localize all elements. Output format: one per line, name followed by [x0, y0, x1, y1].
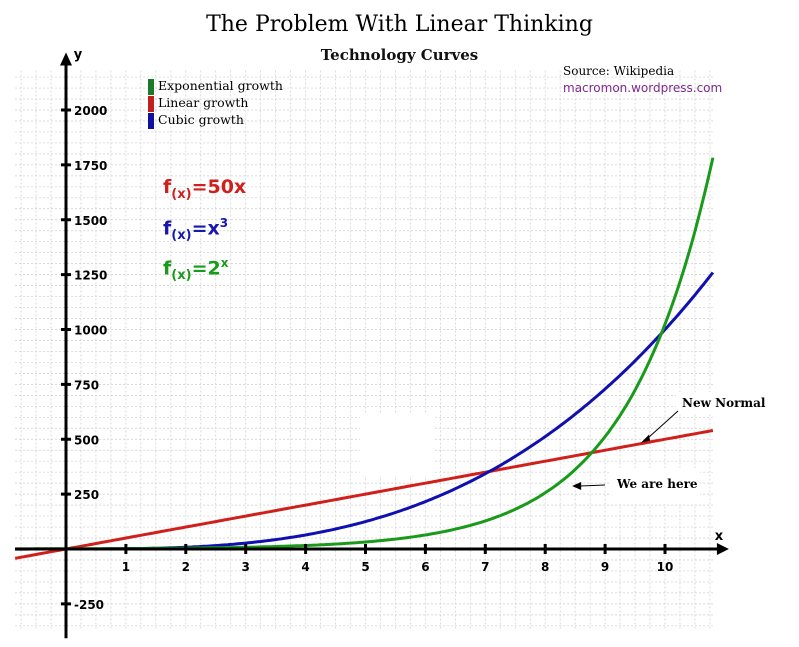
y-tick-label: 250 [74, 488, 99, 502]
annotation-arrowhead [572, 482, 582, 490]
formula-exponential: f(x)=2x [163, 256, 229, 284]
y-tick-label: 500 [74, 433, 99, 447]
annotation-we-are-here: We are here [616, 477, 698, 491]
y-tick-label: -250 [74, 598, 104, 612]
legend-label: Linear growth [158, 95, 249, 110]
x-tick-label: 6 [421, 560, 429, 574]
source-label: Source: Wikipedia [563, 64, 675, 78]
y-tick-label: 2000 [74, 104, 107, 118]
legend-item-cubic: Cubic growth [148, 112, 244, 129]
y-tick-label: 1750 [74, 159, 107, 173]
annotation-new-normal: New Normal [682, 396, 766, 410]
legend-item-linear: Linear growth [148, 95, 248, 112]
series-cubic [15, 271, 715, 551]
chart-subtitle: Technology Curves [320, 46, 479, 64]
legend-label: Exponential growth [158, 78, 283, 93]
x-tick-label: 1 [122, 560, 130, 574]
y-tick-label: 1000 [74, 324, 107, 338]
annotation-arrow [644, 410, 679, 442]
x-axis-arrow [716, 543, 729, 555]
y-tick-label: 1250 [74, 269, 107, 283]
y-axis-arrow [60, 52, 72, 66]
y-tick-label: 1500 [74, 214, 107, 228]
formula-linear: f(x)=50x [163, 176, 247, 202]
y-tick-label: 750 [74, 378, 99, 392]
x-tick-label: 10 [657, 560, 674, 574]
annotation-arrow [580, 484, 606, 487]
chart-title: The Problem With Linear Thinking [206, 12, 593, 37]
legend-swatch [148, 78, 154, 95]
x-tick-label: 4 [301, 560, 309, 574]
x-axis-label: x [715, 529, 724, 544]
x-tick-label: 7 [481, 560, 489, 574]
x-tick-label: 3 [242, 560, 250, 574]
y-axis-label: y [74, 47, 83, 62]
site-label: macromon.wordpress.com [563, 81, 723, 95]
annotation-arrowhead [641, 434, 651, 443]
series-exponential [15, 157, 715, 551]
x-tick-label: 9 [601, 560, 609, 574]
annotation-background [676, 392, 764, 414]
series-linear [14, 429, 714, 560]
legend-swatch [148, 112, 154, 129]
x-tick-label: 2 [182, 560, 190, 574]
formula-cubic: f(x)=x3 [163, 216, 229, 244]
legend-item-exponential: Exponential growth [148, 78, 283, 95]
annotation-background [610, 468, 700, 504]
blank-patch [360, 414, 435, 476]
legend-label: Cubic growth [158, 112, 244, 127]
legend-swatch [148, 95, 154, 112]
x-tick-label: 8 [541, 560, 549, 574]
x-tick-label: 5 [361, 560, 369, 574]
